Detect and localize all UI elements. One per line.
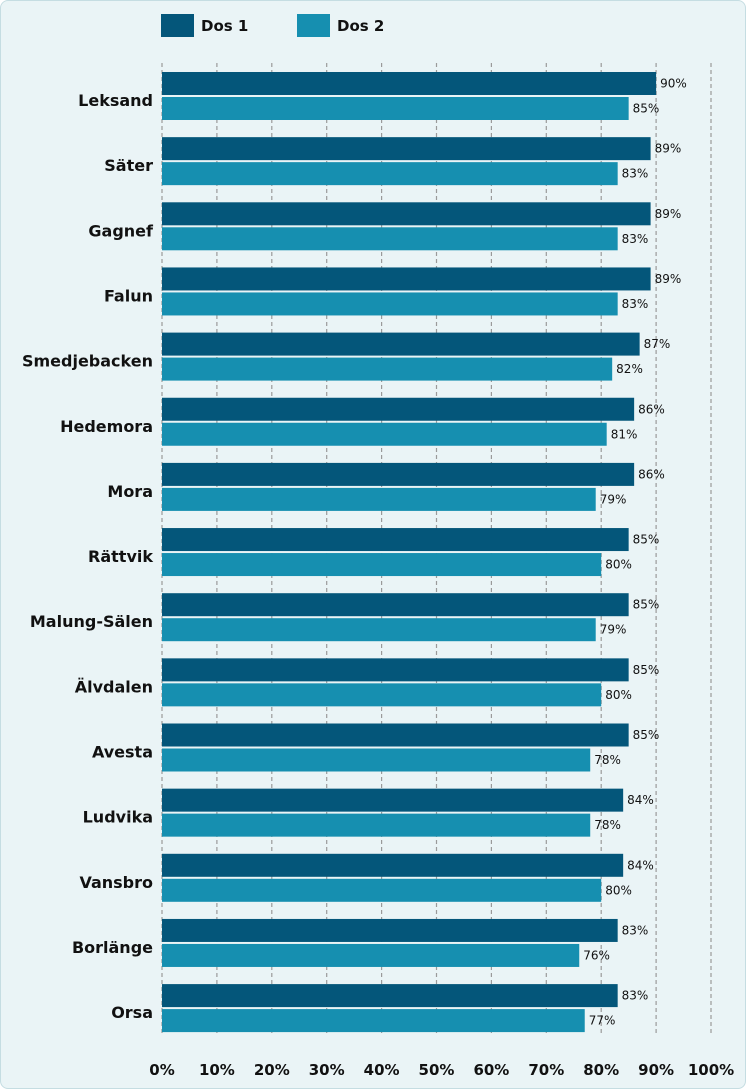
value-label-dos-2-orsa: 77%: [589, 1014, 616, 1028]
value-label-dos-1-falun: 89%: [655, 272, 682, 286]
value-label-dos-2-alvdalen: 80%: [605, 688, 632, 702]
legend-swatch-dos-1: [161, 14, 194, 37]
x-tick-label-40: 40%: [364, 1061, 400, 1079]
category-label-gagnef: Gagnef: [88, 221, 154, 240]
bar-dos-1-hedemora: [162, 397, 635, 421]
value-label-dos-1-orsa: 83%: [622, 989, 649, 1003]
x-tick-label-60: 60%: [473, 1061, 509, 1079]
value-label-dos-1-ludvika: 84%: [627, 793, 654, 807]
value-label-dos-2-borlange: 76%: [583, 948, 610, 962]
bar-dos-1-avesta: [162, 723, 629, 747]
value-label-dos-2-avesta: 78%: [594, 753, 621, 767]
bar-dos-1-ludvika: [162, 788, 624, 812]
category-label-smedjebacken: Smedjebacken: [22, 352, 153, 371]
value-label-dos-2-falun: 83%: [622, 297, 649, 311]
x-tick-label-50: 50%: [419, 1061, 455, 1079]
legend-swatch-dos-2: [297, 14, 330, 37]
value-label-dos-1-gagnef: 89%: [655, 207, 682, 221]
bar-dos-1-gagnef: [162, 202, 651, 226]
bar-dos-2-leksand: [162, 97, 629, 120]
value-label-dos-1-vansbro: 84%: [627, 858, 654, 872]
category-label-malung-salen: Malung-Sälen: [30, 612, 153, 631]
bar-dos-2-orsa: [162, 1009, 585, 1033]
value-label-dos-1-avesta: 85%: [633, 728, 660, 742]
bar-dos-1-sater: [162, 137, 651, 161]
category-label-borlange: Borlänge: [72, 938, 153, 957]
bar-dos-2-avesta: [162, 748, 591, 772]
value-label-dos-2-hedemora: 81%: [611, 427, 638, 441]
value-label-dos-1-hedemora: 86%: [638, 402, 665, 416]
category-label-ludvika: Ludvika: [83, 808, 153, 827]
x-tick-label-30: 30%: [309, 1061, 345, 1079]
value-label-dos-1-leksand: 90%: [660, 77, 687, 91]
bar-dos-1-malung-salen: [162, 593, 629, 617]
category-label-rattvik: Rättvik: [88, 547, 153, 566]
x-tick-label-70: 70%: [528, 1061, 564, 1079]
category-label-alvdalen: Älvdalen: [75, 677, 153, 696]
legend-label-dos-2: Dos 2: [337, 17, 384, 35]
bar-dos-1-alvdalen: [162, 658, 629, 682]
bar-dos-2-borlange: [162, 943, 580, 967]
value-label-dos-1-mora: 86%: [638, 467, 665, 481]
category-label-sater: Säter: [104, 156, 153, 175]
x-tick-label-0: 0%: [149, 1061, 174, 1079]
value-label-dos-2-rattvik: 80%: [605, 558, 632, 572]
bar-dos-2-malung-salen: [162, 618, 596, 642]
bar-dos-1-borlange: [162, 918, 618, 942]
value-label-dos-1-sater: 89%: [655, 142, 682, 156]
category-label-vansbro: Vansbro: [79, 873, 153, 892]
x-tick-label-10: 10%: [199, 1061, 235, 1079]
value-label-dos-2-vansbro: 80%: [605, 883, 632, 897]
bar-dos-1-leksand: [162, 72, 657, 95]
bar-dos-1-smedjebacken: [162, 332, 640, 356]
bar-dos-2-ludvika: [162, 813, 591, 837]
category-label-leksand: Leksand: [78, 91, 153, 110]
x-tick-label-100: 100%: [688, 1061, 734, 1079]
bar-dos-2-smedjebacken: [162, 357, 613, 381]
bar-dos-2-alvdalen: [162, 683, 602, 707]
value-label-dos-2-sater: 83%: [622, 167, 649, 181]
bar-dos-1-orsa: [162, 984, 618, 1008]
bar-dos-2-rattvik: [162, 553, 602, 577]
x-tick-label-90: 90%: [638, 1061, 674, 1079]
x-tick-label-20: 20%: [254, 1061, 290, 1079]
bar-dos-2-falun: [162, 292, 618, 316]
bar-dos-1-falun: [162, 267, 651, 291]
category-label-avesta: Avesta: [92, 743, 153, 762]
legend-label-dos-1: Dos 1: [201, 17, 248, 35]
value-label-dos-1-rattvik: 85%: [633, 533, 660, 547]
bar-dos-1-mora: [162, 462, 635, 486]
category-label-hedemora: Hedemora: [60, 417, 153, 436]
category-label-orsa: Orsa: [111, 1003, 153, 1022]
bar-dos-2-hedemora: [162, 422, 607, 446]
bar-dos-1-rattvik: [162, 528, 629, 552]
value-label-dos-2-leksand: 85%: [633, 102, 660, 116]
value-label-dos-1-smedjebacken: 87%: [644, 337, 671, 351]
bar-dos-1-vansbro: [162, 853, 624, 877]
value-label-dos-1-malung-salen: 85%: [633, 598, 660, 612]
value-label-dos-2-smedjebacken: 82%: [616, 362, 643, 376]
x-tick-label-80: 80%: [583, 1061, 619, 1079]
bar-dos-2-gagnef: [162, 227, 618, 251]
value-label-dos-2-ludvika: 78%: [594, 818, 621, 832]
value-label-dos-1-borlange: 83%: [622, 923, 649, 937]
bar-dos-2-mora: [162, 487, 596, 511]
value-label-dos-2-gagnef: 83%: [622, 232, 649, 246]
category-label-falun: Falun: [104, 286, 153, 305]
bar-dos-2-sater: [162, 162, 618, 186]
category-label-mora: Mora: [107, 482, 153, 501]
value-label-dos-2-malung-salen: 79%: [600, 623, 627, 637]
value-label-dos-1-alvdalen: 85%: [633, 663, 660, 677]
bar-dos-2-vansbro: [162, 878, 602, 902]
value-label-dos-2-mora: 79%: [600, 492, 627, 506]
